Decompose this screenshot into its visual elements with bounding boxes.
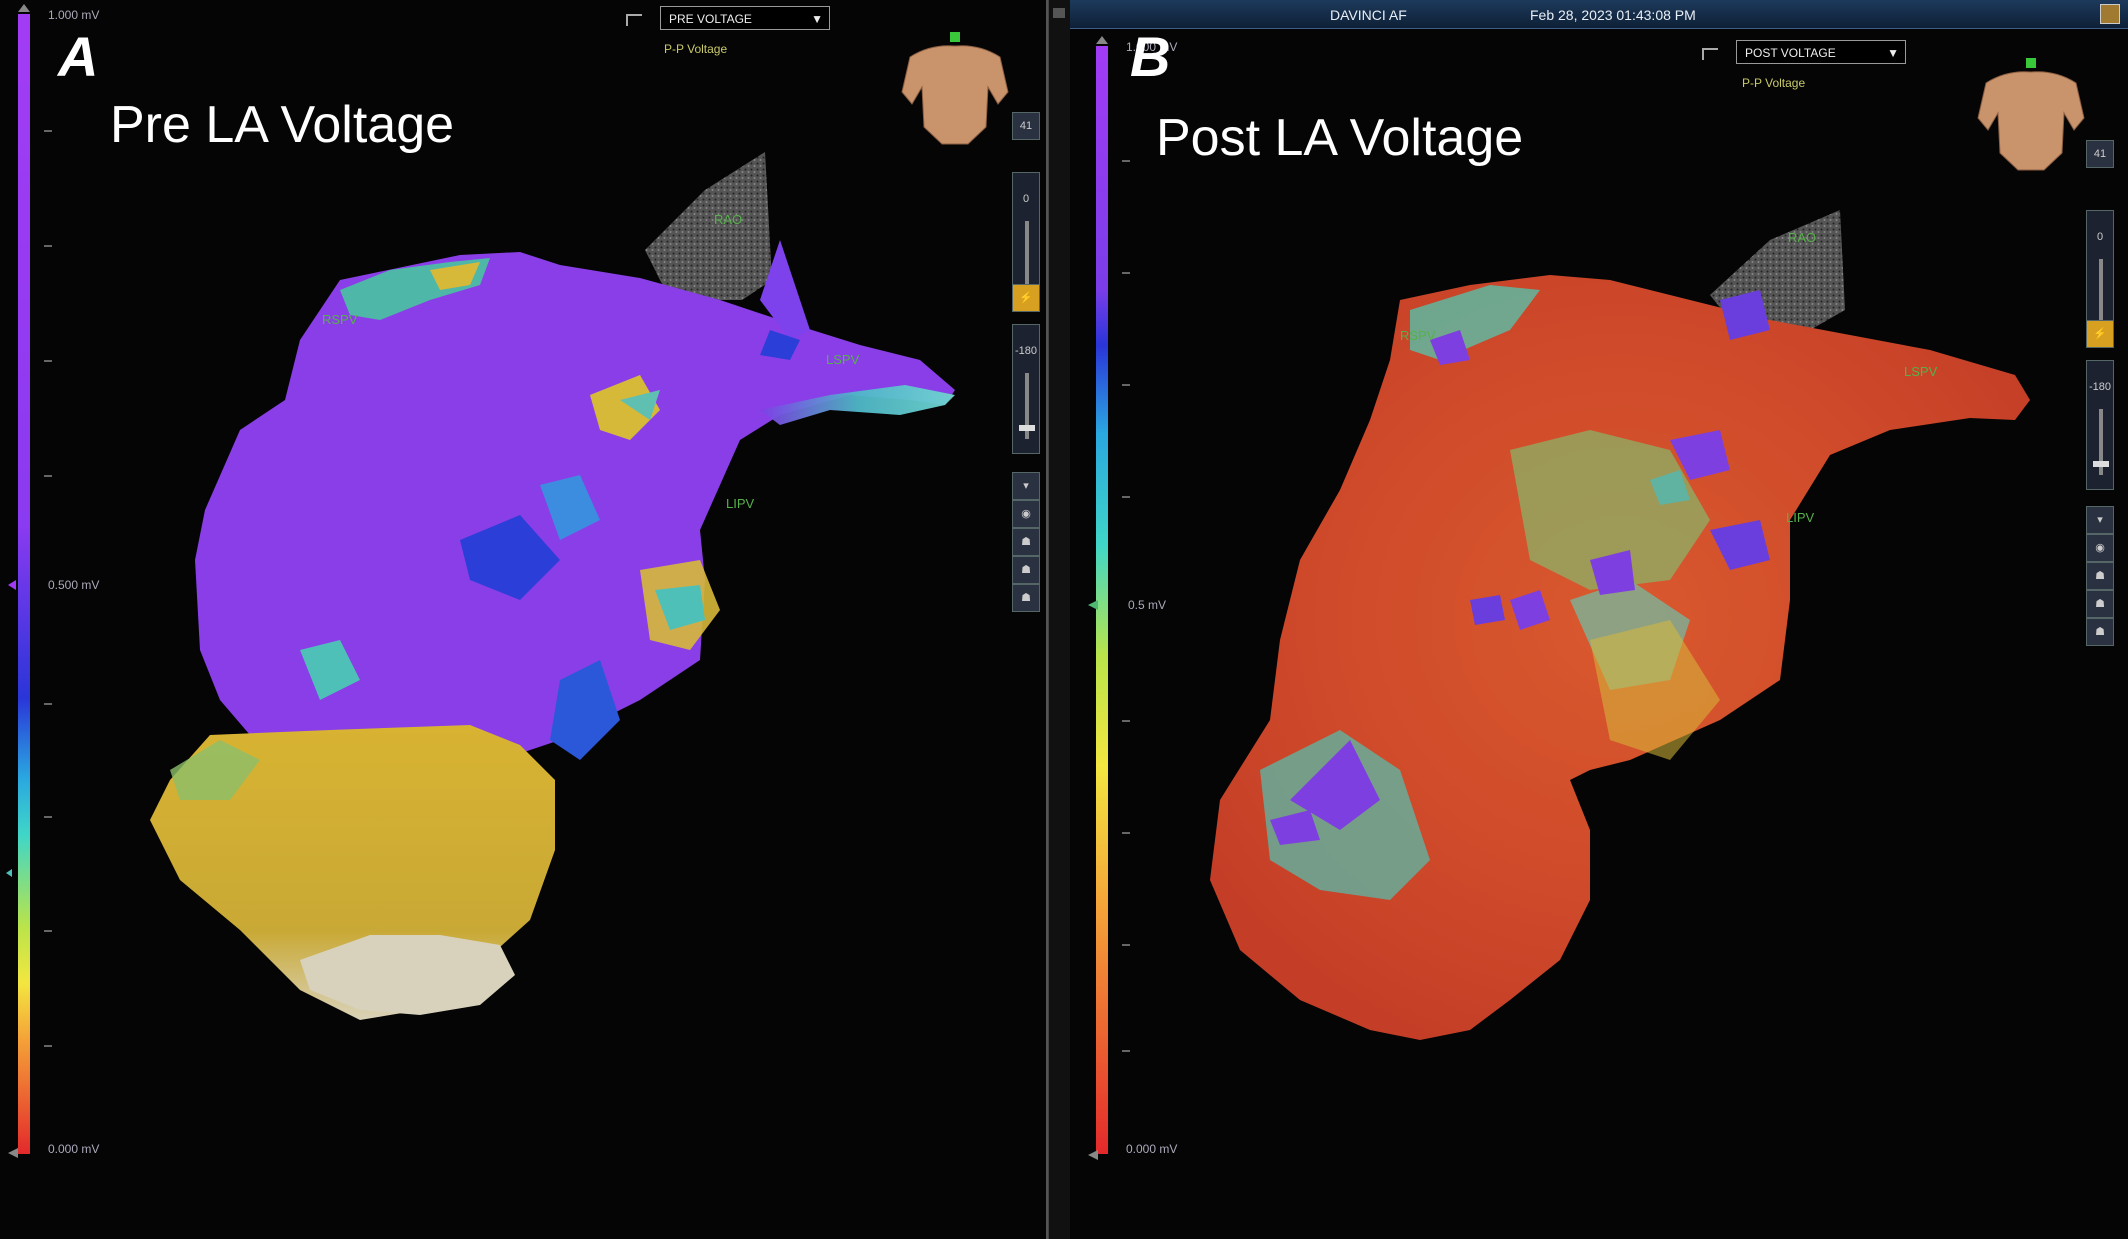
scale-mid-label: 0.500 mV	[48, 578, 100, 592]
scale-tick	[44, 360, 52, 362]
rao-structure	[645, 152, 772, 300]
slider-value: 0	[2096, 231, 2104, 243]
voltage-scale-bar	[1096, 46, 1108, 1154]
scale-tick	[1122, 720, 1130, 722]
view-count-button[interactable]: 41	[1012, 112, 1040, 140]
map-dropdown[interactable]: POST VOLTAGE ▼	[1736, 40, 1906, 64]
chevron-down-icon: ▼	[1887, 46, 1899, 60]
mid-marker	[1088, 600, 1098, 610]
pre-voltage-map-canvas	[6, 4, 955, 1158]
lspv-label: LSPV	[1904, 364, 1938, 379]
eye-icon[interactable]: ◉	[2086, 534, 2114, 562]
window-icon[interactable]	[2100, 4, 2120, 24]
scale-tick	[1122, 272, 1130, 274]
lightning-icon[interactable]: ⚡	[2086, 320, 2114, 348]
scale-tick	[1122, 1050, 1130, 1052]
mid-marker	[8, 580, 16, 590]
chevron-down-icon[interactable]: ▾	[2086, 506, 2114, 534]
panel-post-voltage: DAVINCI AF Feb 28, 2023 01:43:08 PM 1.00…	[1070, 0, 2128, 1239]
map-subtitle: P-P Voltage	[664, 42, 728, 56]
torso-orientation-icon[interactable]	[890, 32, 1020, 152]
slider-value: -180	[2088, 381, 2112, 393]
rspv-label: RSPV	[1400, 328, 1436, 343]
voltage-scale-bar	[18, 14, 30, 1154]
rao-label: RAO	[714, 212, 743, 227]
eye-icon[interactable]: ◉	[1012, 500, 1040, 528]
map-select-icon	[626, 14, 642, 26]
panel-pre-voltage: 1.000 mV 0.500 mV 0.000 mV A Pre LA Volt…	[0, 0, 1048, 1239]
slider-track	[2099, 409, 2103, 475]
scale-tick	[44, 245, 52, 247]
system-name: DAVINCI AF	[1330, 7, 1407, 23]
panel-title: Post LA Voltage	[1156, 109, 1524, 167]
scale-tick	[44, 1045, 52, 1047]
divider-handle[interactable]	[1053, 8, 1065, 18]
torso-side-icon[interactable]: ☗	[1012, 556, 1040, 584]
rotation-slider[interactable]: -180	[1012, 324, 1040, 454]
lightning-icon[interactable]: ⚡	[1012, 284, 1040, 312]
map-dropdown-value: PRE VOLTAGE	[669, 12, 752, 26]
scale-mid-label: 0.5 mV	[1128, 598, 1167, 612]
view-count: 41	[2093, 148, 2107, 160]
scale-tick	[44, 930, 52, 932]
torso-orientation-icon[interactable]	[1966, 58, 2096, 178]
panel-divider	[1048, 0, 1072, 1239]
panel-letter: B	[1130, 25, 1171, 88]
datetime: Feb 28, 2023 01:43:08 PM	[1530, 7, 1696, 23]
torso-back-icon[interactable]: ☗	[1012, 584, 1040, 612]
rao-label: RAO	[1788, 230, 1817, 245]
slider-thumb[interactable]	[2093, 461, 2109, 467]
torso-back-icon[interactable]: ☗	[2086, 618, 2114, 646]
chevron-down-icon[interactable]: ▾	[1012, 472, 1040, 500]
post-voltage-map-canvas	[1088, 36, 2030, 1160]
rspv-label: RSPV	[322, 312, 358, 327]
torso-front-icon[interactable]: ☗	[2086, 562, 2114, 590]
torso-front-icon[interactable]: ☗	[1012, 528, 1040, 556]
scale-tick	[44, 703, 52, 705]
scale-tick	[44, 816, 52, 818]
view-count: 41	[1019, 120, 1033, 132]
scale-tick	[1122, 944, 1130, 946]
slider-track	[1025, 373, 1029, 439]
view-count-button[interactable]: 41	[2086, 140, 2114, 168]
scale-tick	[1122, 160, 1130, 162]
slider-track	[1025, 221, 1029, 297]
scale-tick	[44, 475, 52, 477]
lipv-label: LIPV	[1786, 510, 1815, 525]
map-dropdown[interactable]: PRE VOLTAGE ▼	[660, 6, 830, 30]
tool-column: 41 0 ⚡ -180 ▾ ◉ ☗ ☗ ☗	[1012, 112, 1042, 652]
scale-tick	[1122, 832, 1130, 834]
slider-thumb[interactable]	[1019, 425, 1035, 431]
lspv-label: LSPV	[826, 352, 860, 367]
lipv-label: LIPV	[726, 496, 755, 511]
scale-tick	[1122, 384, 1130, 386]
slider-value: 0	[1022, 193, 1030, 205]
scale-tick	[44, 130, 52, 132]
scale-max-label: 1.000 mV	[1126, 40, 1178, 54]
rotation-slider[interactable]: -180	[2086, 360, 2114, 490]
top-status-bar: DAVINCI AF Feb 28, 2023 01:43:08 PM	[1070, 0, 2128, 29]
chevron-down-icon: ▼	[811, 12, 823, 26]
slider-value: -180	[1014, 345, 1038, 357]
panel-letter: A	[58, 25, 99, 88]
scale-tick	[1122, 496, 1130, 498]
tool-column: 41 0 ⚡ -180 ▾ ◉ ☗ ☗ ☗	[2086, 140, 2116, 680]
map-select-icon	[1702, 48, 1718, 60]
map-dropdown-value: POST VOLTAGE	[1745, 46, 1836, 60]
scale-min-label: 0.000 mV	[48, 1142, 100, 1156]
scale-max-label: 1.000 mV	[48, 8, 100, 22]
torso-side-icon[interactable]: ☗	[2086, 590, 2114, 618]
slider-track	[2099, 259, 2103, 325]
scale-min-label: 0.000 mV	[1126, 1142, 1178, 1156]
panel-title: Pre LA Voltage	[110, 96, 455, 154]
map-subtitle: P-P Voltage	[1742, 76, 1806, 90]
